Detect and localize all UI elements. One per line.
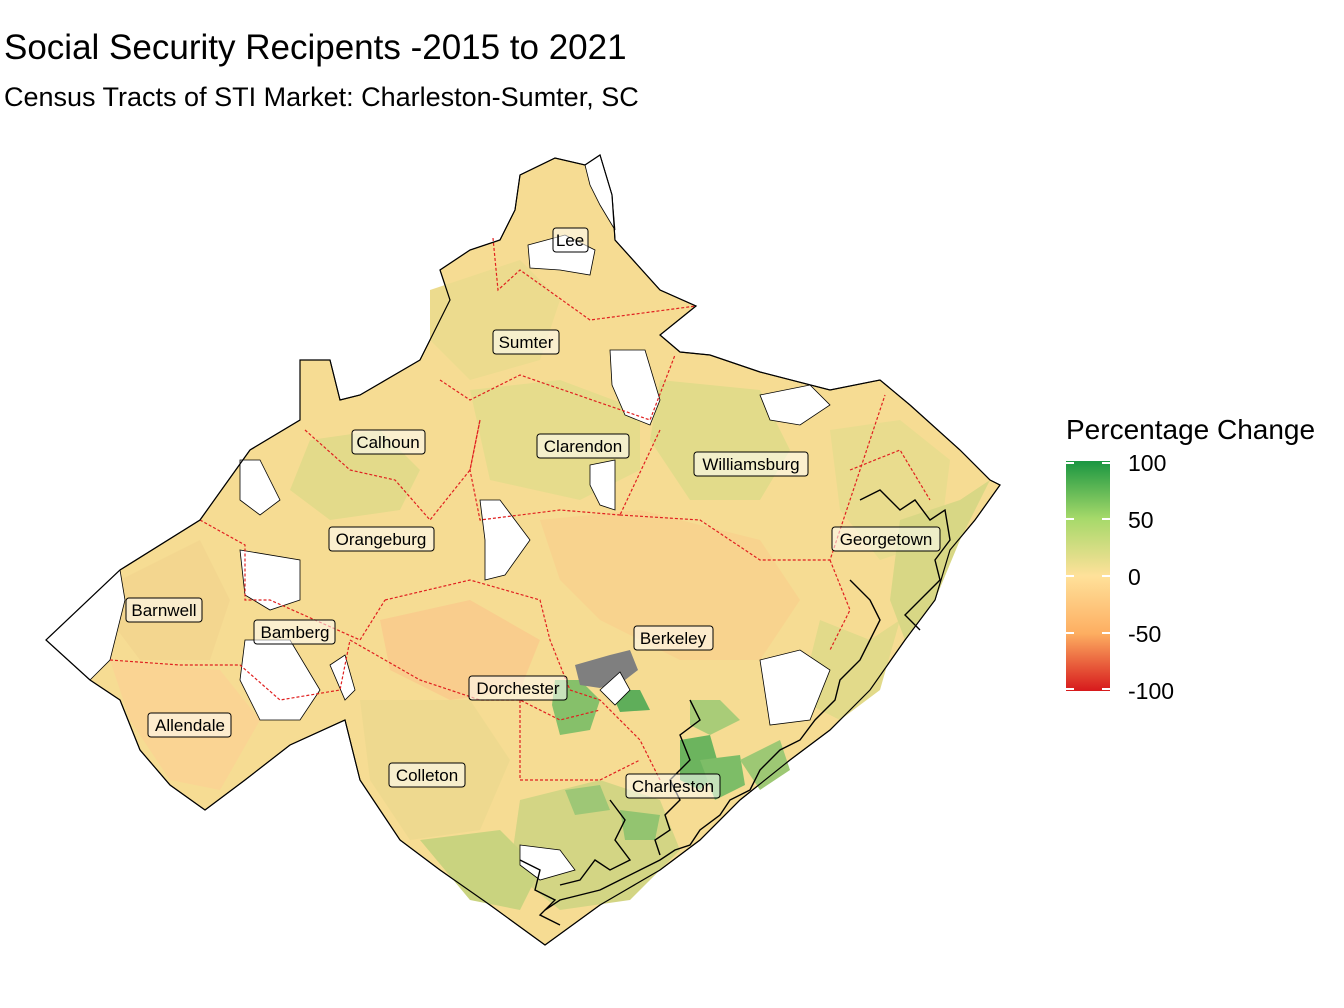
county-label-allendale: Allendale [147, 712, 232, 738]
county-label-charleston: Charleston [625, 773, 721, 799]
svg-text:Bamberg: Bamberg [261, 623, 330, 642]
county-label-calhoun: Calhoun [351, 429, 426, 455]
svg-text:Calhoun: Calhoun [356, 433, 419, 452]
svg-text:Clarendon: Clarendon [544, 437, 622, 456]
legend-tick-label: -100 [1128, 678, 1175, 704]
no-data-areas [45, 154, 831, 881]
svg-text:Dorchester: Dorchester [476, 679, 559, 698]
legend-tick-label: -50 [1128, 621, 1162, 647]
county-label-lee: Lee [552, 227, 589, 253]
legend-tick-label: 0 [1128, 564, 1141, 590]
county-label-bamberg: Bamberg [253, 619, 336, 645]
svg-text:Barnwell: Barnwell [131, 601, 196, 620]
county-label-dorchester: Dorchester [468, 675, 568, 701]
county-boundaries [109, 237, 931, 781]
county-label-orangeburg: Orangeburg [328, 526, 435, 552]
svg-text:Colleton: Colleton [396, 766, 458, 785]
county-labels: Lee Sumter Calhoun Clarendon Williamsbur… [125, 227, 941, 799]
coastline-detail [519, 489, 951, 926]
county-label-williamsburg: Williamsburg [693, 451, 809, 477]
svg-text:Orangeburg: Orangeburg [336, 530, 427, 549]
map-title: Social Security Recipents -2015 to 2021 [4, 28, 627, 67]
svg-text:Georgetown: Georgetown [840, 530, 933, 549]
county-label-colleton: Colleton [388, 762, 466, 788]
svg-text:Berkeley: Berkeley [640, 629, 707, 648]
svg-text:Sumter: Sumter [499, 333, 554, 352]
county-label-barnwell: Barnwell [125, 597, 203, 623]
county-label-berkeley: Berkeley [633, 625, 714, 651]
legend-tick-label: 50 [1128, 507, 1154, 533]
svg-text:Lee: Lee [556, 231, 584, 250]
legend-title: Percentage Change [1066, 414, 1316, 445]
svg-text:Williamsburg: Williamsburg [702, 455, 799, 474]
county-label-clarendon: Clarendon [536, 433, 630, 459]
svg-text:Charleston: Charleston [632, 777, 714, 796]
county-label-georgetown: Georgetown [831, 526, 941, 552]
market-outline [45, 154, 1001, 946]
svg-text:Allendale: Allendale [155, 716, 225, 735]
map-subtitle: Census Tracts of STI Market: Charleston-… [4, 82, 639, 112]
legend-tick-label: 100 [1128, 450, 1167, 476]
county-label-sumter: Sumter [492, 329, 560, 355]
